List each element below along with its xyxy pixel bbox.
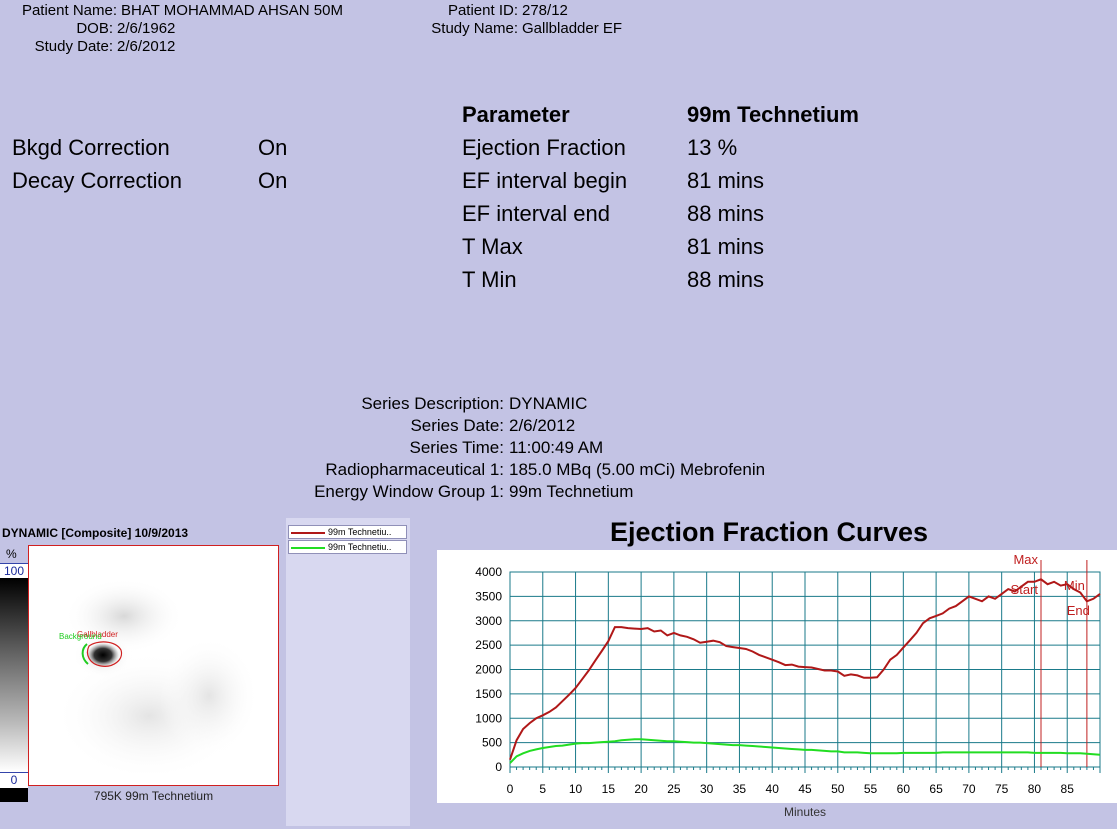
marker-label: End (1067, 603, 1090, 618)
x-tick-label: 5 (539, 782, 546, 796)
x-tick-label: 60 (897, 782, 911, 796)
radiopharmaceutical-value: 185.0 MBq (5.00 mCi) Mebrofenin (509, 460, 766, 479)
series-time-label: Series Time: (409, 438, 504, 457)
background-roi-label: Background (59, 632, 102, 641)
ef-interval-end-value: 88 mins (687, 201, 765, 226)
decay-correction-value: On (258, 168, 288, 193)
energy-window-value: 99m Technetium (509, 482, 634, 501)
colorbar-footer (0, 788, 28, 802)
ejection-fraction-value: 13 % (687, 135, 738, 160)
energy-window-label: Energy Window Group 1: (314, 482, 504, 501)
y-tick-label: 3500 (475, 589, 502, 603)
study-date-value: 2/6/2012 (117, 38, 176, 55)
t-min-label: T Min (462, 267, 517, 292)
scan-uptake-region (159, 636, 259, 756)
y-tick-label: 500 (482, 736, 502, 750)
legend-item[interactable]: 99m Technetiu.. (288, 525, 407, 539)
parameter-header-value: 99m Technetium (687, 102, 859, 127)
legend-panel (286, 518, 410, 826)
ejection-fraction-chart[interactable]: 0 500 1000 1500 2000 2500 3000 3500 4000 0 5 10 15 20… (437, 550, 1117, 829)
ef-interval-end-label: EF interval end (462, 201, 610, 226)
patient-id-value: 278/12 (522, 2, 568, 19)
gallbladder-roi[interactable] (86, 641, 123, 667)
gallbladder-hotspot (87, 643, 119, 667)
x-tick-label: 0 (507, 782, 514, 796)
x-tick-label: 20 (634, 782, 648, 796)
legend-label: 99m Technetiu.. (328, 542, 392, 552)
gallbladder-roi-label: Gallbladder (77, 630, 118, 639)
thumbnail-caption: 795K 99m Technetium (93, 789, 214, 803)
colorbar-unit: % (6, 547, 17, 561)
decay-correction-label: Decay Correction (12, 168, 182, 193)
scan-image-graphic: Gallbladder Background (54, 578, 259, 781)
x-tick-label: 55 (864, 782, 878, 796)
series-date-label: Series Date: (410, 416, 504, 435)
thumbnail-title: DYNAMIC [Composite] 10/9/2013 (2, 526, 189, 540)
study-name-value: Gallbladder EF (522, 20, 623, 37)
background-roi[interactable] (81, 643, 89, 665)
legend-swatch (291, 532, 325, 534)
study-name-label: Study Name: (431, 20, 518, 37)
x-tick-label: 80 (1028, 782, 1042, 796)
x-tick-label: 35 (733, 782, 747, 796)
gallbladder-curve (509, 578, 1101, 761)
x-tick-label: 75 (995, 782, 1009, 796)
t-min-value: 88 mins (687, 267, 765, 292)
marker-label: Max (1013, 552, 1038, 567)
series-date-value: 2/6/2012 (509, 416, 576, 435)
x-tick-label: 10 (569, 782, 583, 796)
x-tick-label: 45 (798, 782, 812, 796)
y-tick-label: 2000 (475, 663, 502, 677)
radiopharmaceutical-label: Radiopharmaceutical 1: (325, 460, 504, 479)
y-tick-label: 3000 (475, 614, 502, 628)
study-date-label: Study Date: (34, 38, 113, 55)
background-curve (509, 738, 1101, 764)
series-description-value: DYNAMIC (509, 394, 588, 413)
x-tick-label: 15 (602, 782, 616, 796)
marker-label: Min (1064, 578, 1085, 593)
colorbar[interactable] (0, 578, 28, 772)
patient-name: BHAT MOHAMMAD AHSAN 50M (121, 2, 343, 19)
legend-label: 99m Technetiu.. (328, 527, 392, 537)
y-tick-label: 1500 (475, 687, 502, 701)
dob-value: 2/6/1962 (117, 20, 176, 37)
x-axis-label: Minutes (784, 805, 826, 819)
colorbar-min[interactable]: 0 (0, 772, 28, 789)
series-description-label: Series Description: (361, 394, 504, 413)
y-tick-label: 4000 (475, 565, 502, 579)
series-time-value: 11:00:49 AM (509, 438, 604, 457)
ef-interval-begin-value: 81 mins (687, 168, 765, 193)
t-max-label: T Max (462, 234, 523, 259)
patient-id-label: Patient ID: (447, 2, 518, 19)
parameter-header-label: Parameter (462, 102, 570, 127)
scan-uptake-region (64, 578, 184, 654)
x-tick-label: 50 (831, 782, 845, 796)
bkgd-correction-value: On (258, 135, 288, 160)
ejection-fraction-label: Ejection Fraction (462, 135, 626, 160)
scan-image[interactable]: Gallbladder Background (28, 545, 279, 786)
t-max-value: 81 mins (687, 234, 765, 259)
x-tick-label: 25 (667, 782, 681, 796)
marker-label: Start (1011, 582, 1039, 597)
legend-swatch (291, 547, 325, 549)
x-tick-label: 30 (700, 782, 714, 796)
ef-interval-begin-label: EF interval begin (462, 168, 628, 193)
y-tick-label: 1000 (475, 711, 502, 725)
x-tick-label: 70 (962, 782, 976, 796)
x-tick-label: 65 (929, 782, 943, 796)
y-tick-label: 2500 (475, 638, 502, 652)
bkgd-correction-label: Bkgd Correction (12, 135, 170, 160)
chart-title: Ejection Fraction Curves (609, 517, 929, 547)
x-tick-label: 85 (1061, 782, 1075, 796)
y-tick-label: 0 (495, 760, 502, 774)
legend-item[interactable]: 99m Technetiu.. (288, 540, 407, 554)
dob-label: DOB: (76, 20, 113, 37)
patient-name-label: Patient Name: (21, 2, 117, 19)
plot-frame (509, 571, 1101, 768)
x-tick-label: 40 (766, 782, 780, 796)
